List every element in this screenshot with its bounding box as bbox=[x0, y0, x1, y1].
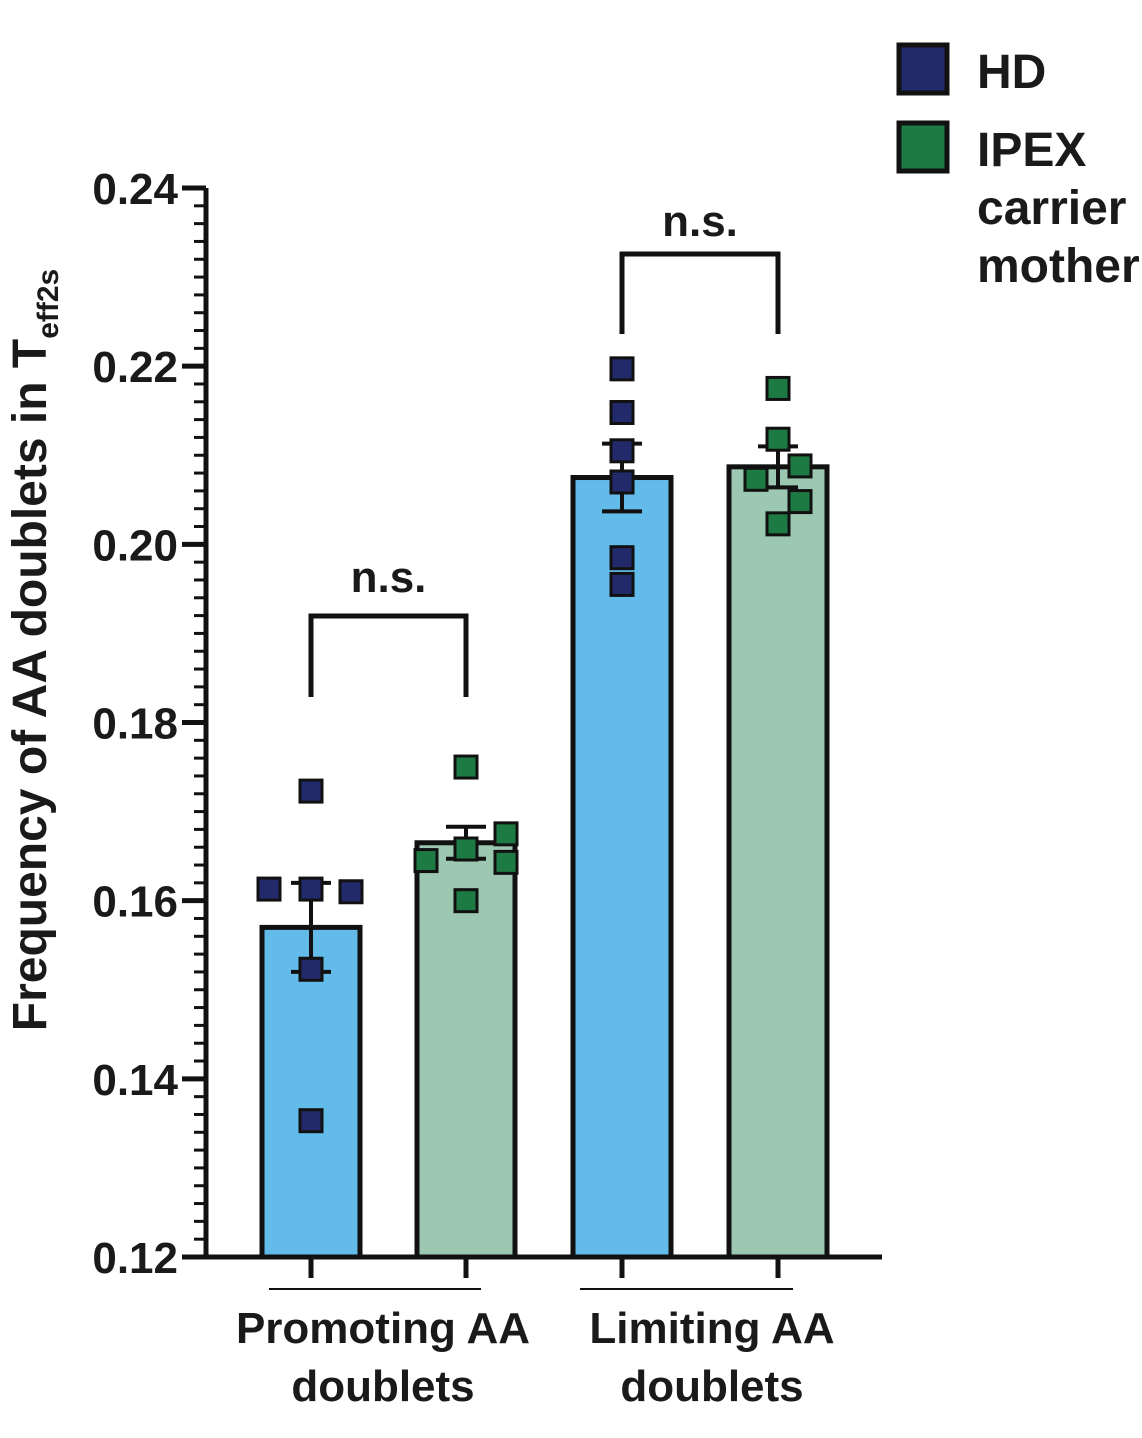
significance-label-0: n.s. bbox=[351, 553, 427, 602]
y-tick-label-2: 0.16 bbox=[92, 878, 178, 927]
data-point-1-1-5 bbox=[765, 511, 791, 537]
data-point-0-1-2 bbox=[609, 438, 635, 464]
bars-layer bbox=[259, 441, 830, 1260]
y-tick-label-4: 0.20 bbox=[92, 521, 178, 570]
data-point-1-0-5 bbox=[453, 888, 479, 914]
data-point-1-0-1 bbox=[493, 821, 519, 847]
y-axis-label-main: Frequency of AA doublets in T bbox=[4, 339, 57, 1031]
data-point-1-1-1 bbox=[765, 426, 791, 452]
data-point-0-1-3 bbox=[609, 469, 635, 495]
data-point-0-0-3 bbox=[338, 879, 364, 905]
data-point-0-0-2 bbox=[298, 876, 324, 902]
legend-swatch-0 bbox=[896, 42, 950, 96]
x-axis: Promoting AA doublets Limiting AA doublets bbox=[236, 1257, 835, 1411]
y-axis: 0.12 0.14 0.16 0.18 0.20 0.22 0.24 bbox=[92, 165, 882, 1283]
significance-bracket-1 bbox=[619, 251, 781, 334]
data-point-1-0-4 bbox=[493, 849, 519, 875]
legend-swatch-1 bbox=[896, 120, 950, 174]
data-point-1-0-2 bbox=[453, 836, 479, 862]
y-tick-label-5: 0.22 bbox=[92, 343, 178, 392]
data-point-0-0-1 bbox=[256, 876, 282, 902]
data-point-1-0-3 bbox=[413, 848, 439, 874]
data-point-1-0-0 bbox=[453, 754, 479, 780]
significance-label-1: n.s. bbox=[662, 197, 738, 246]
x-group-label-0-0: Promoting AA bbox=[236, 1304, 530, 1353]
x-group-label-1-1: doublets bbox=[620, 1362, 803, 1411]
y-tick-label-0: 0.12 bbox=[92, 1234, 178, 1283]
legend-label-1-2: mother bbox=[977, 240, 1140, 293]
data-point-0-0-0 bbox=[298, 778, 324, 804]
y-axis-label-subscript: eff2s bbox=[32, 269, 65, 339]
legend-label-1-1: carrier bbox=[977, 182, 1126, 235]
data-point-0-1-4 bbox=[609, 545, 635, 571]
data-point-1-1-3 bbox=[743, 466, 769, 492]
y-tick-label-6: 0.24 bbox=[92, 165, 178, 214]
legend-label-1-0: IPEX bbox=[977, 124, 1086, 177]
data-point-0-1-1 bbox=[609, 399, 635, 425]
data-point-1-1-2 bbox=[787, 453, 813, 479]
data-point-1-1-0 bbox=[765, 375, 791, 401]
data-point-0-1-0 bbox=[609, 356, 635, 382]
bar-0-0 bbox=[259, 924, 363, 1260]
significance-layer: n.s. n.s. bbox=[308, 197, 781, 697]
y-tick-label-1: 0.14 bbox=[92, 1056, 178, 1105]
significance-bracket-0 bbox=[308, 613, 469, 697]
x-group-label-0-1: doublets bbox=[291, 1362, 474, 1411]
data-point-0-1-5 bbox=[609, 571, 635, 597]
points-layer bbox=[256, 356, 813, 1134]
data-point-0-0-4 bbox=[298, 956, 324, 982]
x-group-label-1-0: Limiting AA bbox=[589, 1304, 834, 1353]
data-point-0-0-5 bbox=[298, 1108, 324, 1134]
bar-1-1 bbox=[726, 464, 830, 1260]
data-point-1-1-4 bbox=[787, 489, 813, 515]
y-axis-label: Frequency of AA doublets in Teff2s bbox=[4, 269, 65, 1032]
legend-label-0-0: HD bbox=[977, 46, 1046, 99]
y-tick-label-3: 0.18 bbox=[92, 700, 178, 749]
